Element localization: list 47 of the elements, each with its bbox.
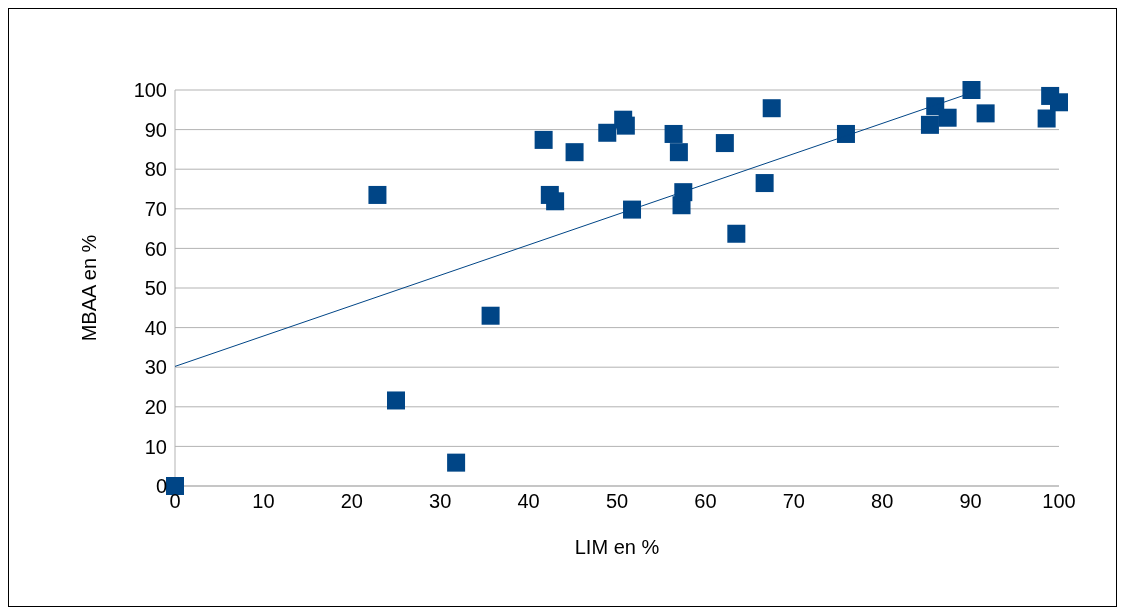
x-tick-label: 20 [340, 490, 363, 513]
x-axis-title: LIM en % [574, 536, 660, 558]
y-tick-label: 30 [144, 356, 167, 379]
point [447, 453, 466, 472]
y-tick-label: 40 [144, 316, 167, 339]
x-tick-label: 10 [252, 490, 275, 513]
point [836, 124, 855, 143]
point [938, 108, 957, 127]
point [481, 306, 500, 325]
x-tick-label: 0 [169, 490, 181, 513]
y-tick-label: 70 [144, 197, 167, 220]
x-tick-label: 100 [1042, 490, 1076, 513]
point [762, 99, 781, 118]
y-tick-label: 50 [144, 277, 167, 300]
point [166, 477, 184, 495]
x-tick-label: 80 [871, 490, 894, 513]
x-tick-label: 40 [517, 490, 540, 513]
point [623, 200, 642, 219]
point [368, 185, 387, 204]
y-tick-label: 80 [144, 158, 167, 181]
point [920, 115, 939, 134]
y-tick-label: 60 [144, 237, 167, 260]
x-tick-label: 90 [959, 490, 982, 513]
point [727, 224, 746, 243]
x-tick-label: 70 [782, 490, 805, 513]
point [962, 81, 981, 99]
y-tick-label: 90 [144, 118, 167, 141]
x-tick-label: 30 [429, 490, 452, 513]
point [534, 130, 553, 149]
y-tick-label: 100 [133, 79, 167, 102]
point [565, 143, 584, 162]
point [674, 183, 693, 202]
point [976, 104, 995, 123]
point [664, 124, 683, 143]
y-tick-label: 20 [144, 395, 167, 418]
y-axis-title: MBAA en % [78, 234, 101, 342]
point [1050, 93, 1068, 112]
point [715, 134, 734, 153]
x-tick-label: 60 [694, 490, 717, 513]
point [1037, 109, 1056, 128]
point [387, 391, 405, 410]
point [755, 174, 774, 193]
point [669, 143, 688, 162]
point [616, 116, 635, 135]
x-tick-label: 50 [605, 490, 629, 513]
point [598, 123, 617, 142]
y-tick-label: 10 [144, 435, 167, 458]
